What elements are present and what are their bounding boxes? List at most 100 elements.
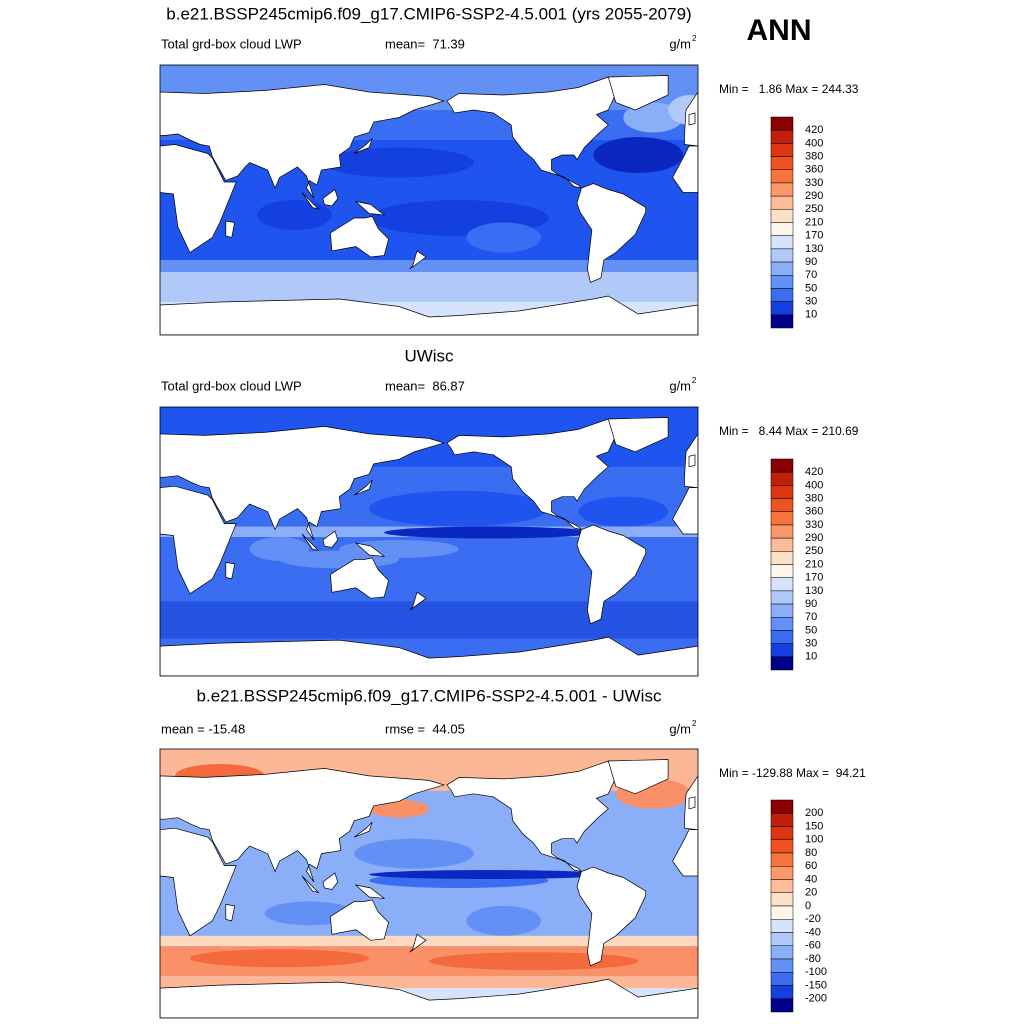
land <box>322 530 339 548</box>
land <box>354 479 373 496</box>
field-patch <box>623 102 684 133</box>
land <box>160 636 698 676</box>
land <box>225 220 236 238</box>
land <box>160 768 446 883</box>
colorbar-box <box>770 195 794 210</box>
land <box>607 75 669 111</box>
field-patch <box>354 838 474 869</box>
land <box>301 533 320 552</box>
colorbar-box <box>770 129 794 144</box>
colorbar-box <box>770 551 794 565</box>
left-label: Total grd-box cloud LWP <box>161 378 302 393</box>
colorbar-label: 400 <box>805 137 823 149</box>
colorbar-label: 400 <box>805 479 823 491</box>
colorbar-box <box>770 458 794 473</box>
land <box>576 183 647 283</box>
center-label: mean= 86.87 <box>385 378 465 393</box>
colorbar-label: 170 <box>805 230 823 242</box>
colorbar-label: 250 <box>805 545 823 557</box>
colorbar-box <box>770 248 794 263</box>
colorbar-box <box>770 799 794 814</box>
colorbar-box <box>770 919 794 933</box>
colorbar-label: 30 <box>805 296 817 308</box>
colorbar-label: 130 <box>805 585 823 597</box>
land <box>160 827 237 937</box>
units: g/m <box>669 378 691 393</box>
colorbar-label: -100 <box>805 966 827 978</box>
field-patch <box>257 200 332 230</box>
colorbar-label: 70 <box>805 269 817 281</box>
colorbar-label: 150 <box>805 820 823 832</box>
map-frame <box>159 748 699 1019</box>
land <box>330 557 389 599</box>
units-superscript: 2 <box>692 34 697 43</box>
colorbar-box <box>770 972 794 986</box>
land <box>672 145 698 193</box>
colorbar-box <box>770 301 794 316</box>
colorbar-box <box>770 564 794 578</box>
land <box>607 759 669 795</box>
colorbar-box <box>770 905 794 920</box>
colorbar-label: -200 <box>805 993 827 1005</box>
field-band <box>160 601 698 639</box>
season-title: ANN <box>747 14 812 47</box>
colorbar-box <box>770 275 794 289</box>
field-band <box>160 976 698 989</box>
colorbar-label: 200 <box>805 807 823 819</box>
land <box>672 487 698 535</box>
colorbar-box <box>770 537 794 552</box>
colorbar-label: 10 <box>805 651 817 663</box>
colorbar-box <box>770 879 794 893</box>
min-max: Min = 1.86 Max = 244.33 <box>719 82 859 96</box>
land <box>330 899 389 941</box>
land <box>576 866 647 967</box>
colorbar-box <box>770 209 794 223</box>
colorbar-label: 130 <box>805 243 823 255</box>
field-patch <box>578 496 669 527</box>
colorbar-label: 80 <box>805 847 817 859</box>
land <box>409 591 427 611</box>
map <box>160 65 698 335</box>
land <box>225 561 236 580</box>
map <box>160 407 698 676</box>
colorbar-box <box>770 826 794 840</box>
land <box>160 426 446 541</box>
colorbar-box <box>770 222 794 236</box>
colorbar-label: -150 <box>805 979 827 991</box>
colorbar-box <box>770 485 794 499</box>
colorbar-box <box>770 498 794 512</box>
colorbar-label: 420 <box>805 466 823 478</box>
field-patch <box>593 137 684 173</box>
colorbar-label: 210 <box>805 558 823 570</box>
colorbar-label: 50 <box>805 282 817 294</box>
colorbar-label: 20 <box>805 887 817 899</box>
colorbar-box <box>770 985 794 999</box>
colorbar-box <box>770 656 794 671</box>
colorbar-label: 360 <box>805 506 823 518</box>
colorbar-label: 60 <box>805 860 817 872</box>
field-band <box>160 272 698 302</box>
colorbar-label: 210 <box>805 216 823 228</box>
colorbar-label: 90 <box>805 598 817 610</box>
land <box>576 524 647 625</box>
field-patch <box>466 905 542 936</box>
colorbar-label: -80 <box>805 953 821 965</box>
colorbar-box <box>770 958 794 973</box>
land <box>409 933 427 953</box>
field-patch <box>384 526 594 539</box>
map <box>160 749 698 1018</box>
colorbar-box <box>770 116 794 131</box>
land <box>160 84 446 199</box>
colorbar-label: 170 <box>805 572 823 584</box>
colorbar-label: 90 <box>805 256 817 268</box>
land <box>160 978 698 1018</box>
center-label: mean= 71.39 <box>385 36 465 51</box>
field-patch <box>189 949 370 968</box>
colorbar-box <box>770 945 794 960</box>
colorbar-box <box>770 314 794 329</box>
land <box>301 192 320 210</box>
colorbar-label: 0 <box>805 900 811 912</box>
land <box>354 884 386 899</box>
